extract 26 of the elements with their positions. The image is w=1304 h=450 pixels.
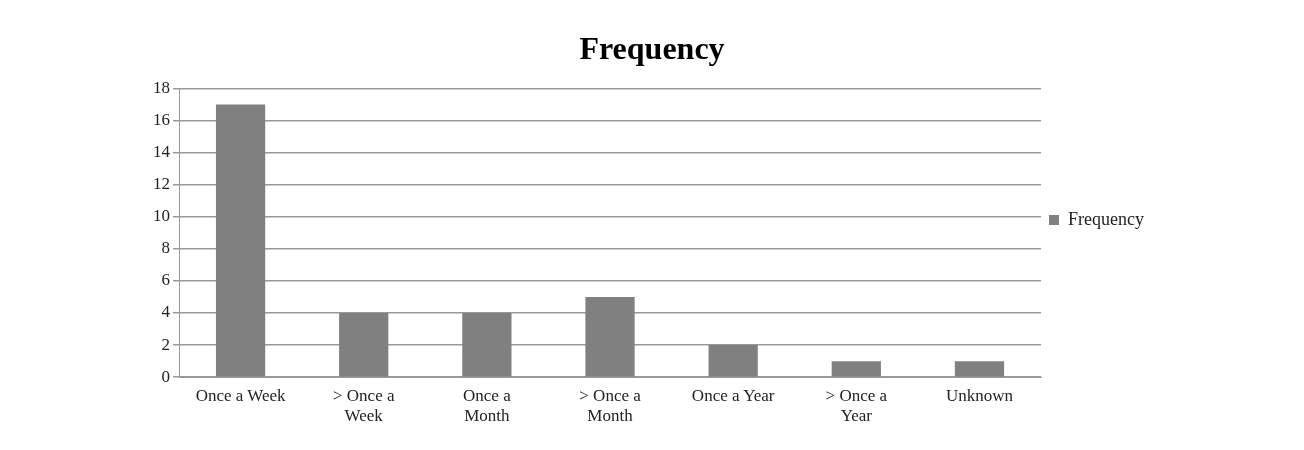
y-tick-label: 0 — [161, 366, 170, 386]
chart-title: Frequency — [579, 30, 725, 67]
x-tick-label: > Once a Month — [579, 385, 642, 426]
y-tick-label: 6 — [161, 270, 170, 290]
bar — [462, 313, 512, 377]
y-tick-label: 18 — [153, 77, 170, 97]
x-tick-label: Once a Month — [463, 385, 512, 426]
y-tick-label: 4 — [161, 302, 171, 322]
bar — [215, 104, 266, 377]
x-tick-label: > Once a Year — [825, 385, 888, 426]
bar — [954, 361, 1005, 377]
y-tick-label: 14 — [153, 142, 171, 162]
bar — [339, 313, 389, 377]
x-tick-label: > Once a Week — [332, 385, 395, 426]
y-tick-label: 8 — [161, 238, 170, 258]
bar — [831, 361, 881, 377]
x-tick-label: Once a Year — [691, 385, 775, 405]
x-tick-label: Unknown — [945, 385, 1014, 405]
y-tick-label: 12 — [153, 174, 170, 194]
y-tick-label: 10 — [153, 206, 170, 226]
bar — [708, 345, 758, 377]
bar — [585, 296, 635, 377]
x-tick-label: Once a Week — [195, 385, 287, 405]
legend-label: Frequency — [1068, 208, 1145, 229]
y-tick-label: 2 — [161, 334, 170, 354]
y-tick-label: 16 — [153, 109, 170, 129]
